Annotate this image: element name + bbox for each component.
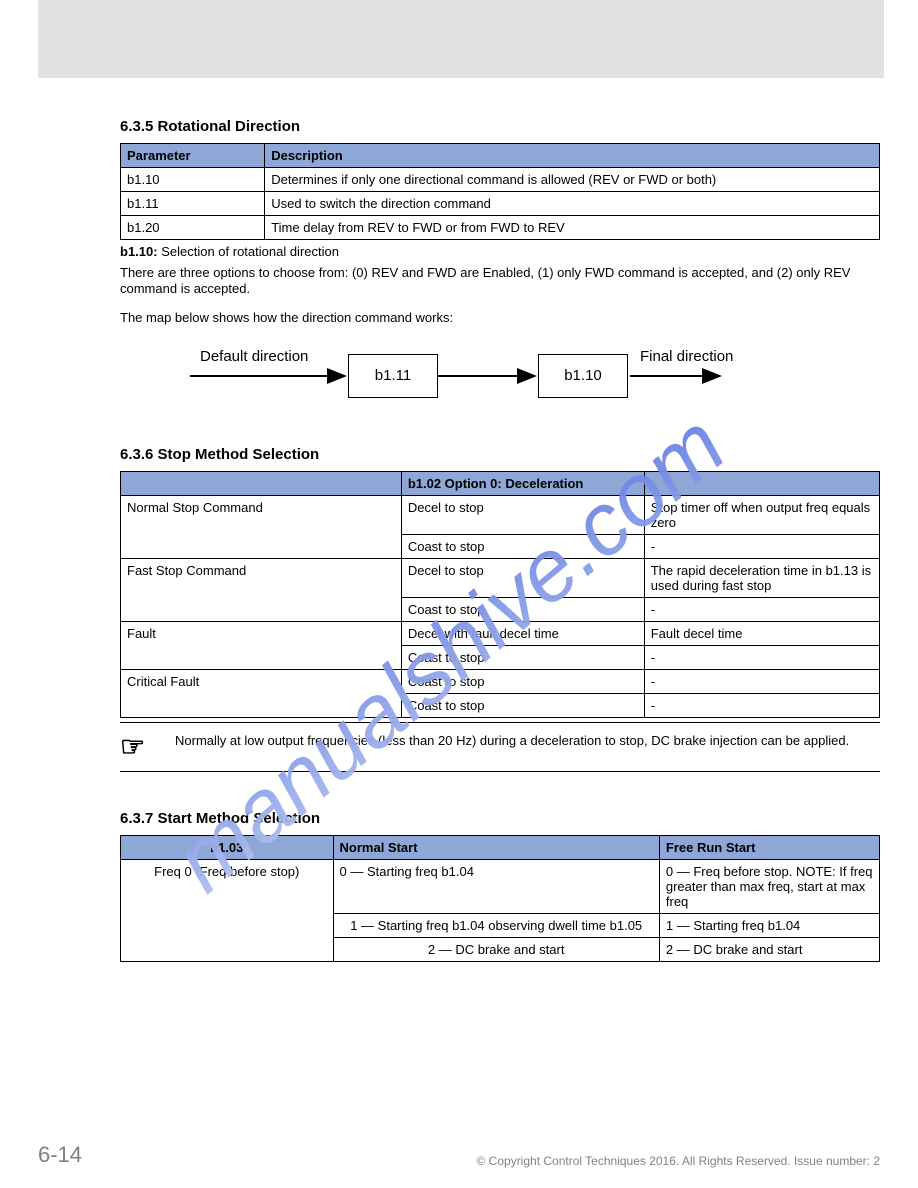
table-row: b1.10 Determines if only one directional… <box>121 168 880 192</box>
table-start-method: b1.03 Normal Start Free Run Start Freq 0… <box>120 835 880 962</box>
footer-copyright: © Copyright Control Techniques 2016. All… <box>477 1154 881 1168</box>
note-icon: ☞ <box>120 733 175 761</box>
table-header <box>644 471 879 495</box>
inline-label: b1.10: <box>120 244 158 259</box>
diagram-label-right: Final direction <box>640 348 733 365</box>
table-header: Free Run Start <box>659 835 879 859</box>
paragraph: There are three options to choose from: … <box>120 265 880 298</box>
diagram-box: b1.11 <box>348 354 438 398</box>
divider <box>120 771 880 772</box>
table-header <box>121 471 402 495</box>
table-header: Normal Start <box>333 835 659 859</box>
section-heading-3: 6.3.7 Start Method Selection <box>120 810 880 827</box>
table-header: Parameter <box>121 144 265 168</box>
table-header: Description <box>265 144 880 168</box>
paragraph: The map below shows how the direction co… <box>120 310 880 326</box>
page-content: 6.3.5 Rotational Direction Parameter Des… <box>120 100 880 962</box>
divider <box>120 722 880 723</box>
header-bar <box>38 0 884 78</box>
section-heading-1: 6.3.5 Rotational Direction <box>120 118 880 135</box>
table-row: b1.11 Used to switch the direction comma… <box>121 192 880 216</box>
table-row: Fault Decel with fault decel time Fault … <box>121 621 880 645</box>
page-number: 6-14 <box>38 1142 82 1168</box>
diagram-box: b1.10 <box>538 354 628 398</box>
diagram-label-left: Default direction <box>200 348 308 365</box>
table-row: Normal Stop Command Decel to stop Stop t… <box>121 495 880 534</box>
document-page: manualshive.com 6.3.5 Rotational Directi… <box>0 0 918 1188</box>
direction-flow-diagram: Default direction b1.11 b1.10 Final dire… <box>120 338 880 428</box>
table-header: b1.02 Option 0: Deceleration <box>401 471 644 495</box>
paragraph: b1.10: Selection of rotational direction <box>120 244 880 259</box>
table-row: Freq 0 (Freq before stop) 0 — Starting f… <box>121 859 880 913</box>
table-row: Critical Fault Coast to stop - <box>121 669 880 693</box>
section-heading-2: 6.3.6 Stop Method Selection <box>120 446 880 463</box>
table-row: b1.20 Time delay from REV to FWD or from… <box>121 216 880 240</box>
table-row: Fast Stop Command Decel to stop The rapi… <box>121 558 880 597</box>
table-header: b1.03 <box>121 835 334 859</box>
table-stop-method: b1.02 Option 0: Deceleration Normal Stop… <box>120 471 880 718</box>
note: ☞ Normally at low output frequencies (le… <box>120 733 880 761</box>
inline-text: Selection of rotational direction <box>158 244 339 259</box>
table-rotational-direction: Parameter Description b1.10 Determines i… <box>120 143 880 240</box>
note-text: Normally at low output frequencies (less… <box>175 733 880 748</box>
